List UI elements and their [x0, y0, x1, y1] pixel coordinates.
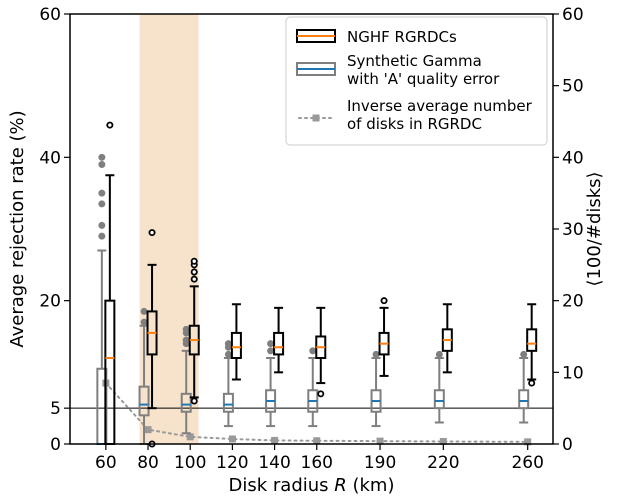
ngfh-flier-190-0 [380, 297, 388, 305]
y-tick-label-20: 20 [39, 292, 61, 312]
synthetic-flier-120-2 [224, 340, 232, 348]
synthetic-flier-140-0 [267, 347, 275, 355]
synthetic-flier-100-1 [182, 336, 190, 344]
synthetic-box-100 [180, 392, 192, 413]
inverse-marker-260 [524, 438, 532, 446]
ngfh-box-260 [526, 328, 538, 352]
y2-axis-title: ⟨100/#disks⟩ [584, 171, 605, 286]
highlight-band-layer [139, 14, 199, 444]
inverse-marker-190 [376, 437, 384, 445]
synthetic-flier-260-0 [520, 350, 528, 358]
x-tick-label-220: 220 [427, 453, 459, 473]
synthetic-flier-60-2 [98, 200, 106, 208]
x-tick-label-160: 160 [301, 453, 333, 473]
ngfh-flier-100-0 [190, 275, 198, 283]
inverse-marker-140 [271, 436, 279, 444]
x-tick-label-120: 120 [216, 453, 248, 473]
x-axis-title: Disk radius R (km) [229, 475, 395, 496]
inverse-marker-160 [313, 437, 321, 445]
inverse-marker-120 [228, 435, 236, 443]
y-axis-title: Average rejection rate (%) [7, 110, 28, 347]
synthetic-box-260 [518, 389, 530, 410]
synthetic-flier-60-5 [98, 153, 106, 161]
y2-tick-label-20: 20 [562, 292, 584, 312]
synthetic-flier-60-0 [98, 232, 106, 240]
synthetic-series-layer [96, 153, 530, 445]
ngfh-flier-260-0 [528, 379, 536, 387]
highlight-band [139, 14, 199, 444]
y-tick-label-60: 60 [39, 5, 61, 25]
legend-label-synth-1: with 'A' quality error [347, 70, 500, 88]
y2-tick-label-40: 40 [562, 148, 584, 168]
y2-tick-label-30: 30 [562, 220, 584, 240]
synthetic-flier-160-0 [309, 347, 317, 355]
ngfh-flier-60-0 [106, 121, 114, 129]
x-tick-label-80: 80 [137, 453, 159, 473]
synthetic-flier-140-1 [267, 340, 275, 348]
y2-tick-label-0: 0 [562, 435, 573, 455]
y-tick-label-40: 40 [39, 148, 61, 168]
ngfh-box-140 [273, 331, 285, 356]
axes-layer: 0 5 20 40 60 0 10 20 30 40 50 60 60 80 100 120 140 160 190… [7, 5, 605, 496]
synthetic-flier-80-1 [140, 307, 148, 315]
synthetic-flier-60-1 [98, 221, 106, 229]
ngfh-box-120 [230, 331, 242, 359]
ngfh-flier-100-3 [190, 257, 198, 265]
legend-label-synth-0: Synthetic Gamma [347, 52, 482, 70]
synthetic-flier-60-3 [98, 189, 106, 197]
y2-tick-label-50: 50 [562, 77, 584, 97]
inverse-marker-100 [186, 433, 194, 441]
ngfh-flier-100-4 [190, 397, 198, 405]
x-tick-label-60: 60 [95, 453, 117, 473]
ngfh-series-layer [104, 121, 538, 448]
legend-swatch-inverse-marker [312, 114, 320, 122]
inverse-series-line [104, 382, 529, 443]
ngfh-flier-160-0 [317, 390, 325, 398]
x-tick-label-190: 190 [364, 453, 396, 473]
synthetic-box-120 [222, 392, 234, 413]
synthetic-flier-190-0 [372, 350, 380, 358]
synthetic-box-220 [433, 389, 445, 410]
synthetic-flier-220-0 [435, 350, 443, 358]
ngfh-flier-80-0 [148, 229, 156, 237]
inverse-marker-80 [144, 426, 152, 434]
legend-frame [285, 16, 548, 146]
synthetic-flier-100-3 [182, 325, 190, 333]
y2-tick-label-60: 60 [562, 5, 584, 25]
x-tick-label-100: 100 [174, 453, 206, 473]
y-tick-label-0: 0 [50, 435, 61, 455]
y2-tick-label-10: 10 [562, 363, 584, 383]
y-tick-label-5: 5 [50, 399, 61, 419]
synthetic-flier-60-4 [98, 160, 106, 168]
ngfh-flier-100-1 [190, 268, 198, 276]
legend-label-inverse-0: Inverse average number [347, 97, 533, 115]
legend-label-inverse-1: of disks in RGRDC [347, 115, 482, 133]
x-tick-label-140: 140 [258, 453, 290, 473]
inverse-marker-220 [439, 437, 447, 445]
synthetic-flier-80-0 [140, 318, 148, 326]
legend-label-ngfh: NGHF RGRDCs [347, 28, 457, 46]
x-tick-label-260: 260 [511, 453, 543, 473]
synthetic-flier-120-0 [224, 350, 232, 358]
synthetic-box-80 [138, 385, 150, 417]
